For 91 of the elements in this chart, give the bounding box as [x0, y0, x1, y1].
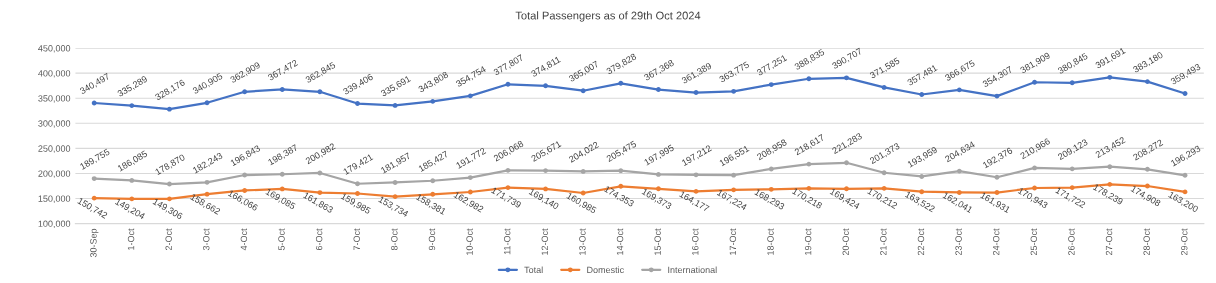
point: [655, 87, 661, 92]
x-tick-label: 8-Oct: [391, 228, 398, 251]
y-tick-label: 350,000: [38, 95, 71, 103]
x-tick-label: 28-Oct: [1143, 228, 1150, 256]
point: [580, 168, 586, 174]
x-tick-label: 12-Oct: [541, 228, 548, 255]
point: [167, 106, 172, 112]
x-tick-label: 10-Oct: [466, 228, 473, 255]
x-tick-label: 24-Oct: [992, 228, 1000, 256]
point: [580, 88, 586, 94]
x-tick-label: 20-Oct: [842, 228, 849, 256]
y-tick-label: 100,000: [38, 220, 71, 228]
point: [1107, 164, 1113, 170]
legend-label: Total: [524, 266, 543, 274]
point: [881, 170, 887, 176]
y-tick-label: 400,000: [38, 70, 71, 78]
point: [731, 172, 737, 178]
x-tick-label: 4-Oct: [240, 228, 248, 251]
point: [467, 93, 473, 99]
point: [1144, 166, 1150, 172]
point: [1069, 80, 1075, 86]
x-tick-label: 25-Oct: [1030, 228, 1037, 256]
y-tick-label: 150,000: [38, 195, 71, 203]
x-tick-label: 15-Oct: [654, 228, 661, 255]
point: [768, 166, 774, 172]
y-tick-label: 300,000: [38, 120, 71, 128]
x-tick-label: 5-Oct: [278, 228, 285, 251]
x-tick-label: 26-Oct: [1068, 228, 1075, 256]
point: [204, 100, 210, 106]
x-tick-label: 2-Oct: [165, 228, 172, 251]
point: [1182, 172, 1188, 178]
x-tick-label: 16-Oct: [692, 228, 699, 255]
point: [317, 89, 323, 95]
point: [467, 175, 473, 180]
point: [919, 174, 925, 179]
point: [618, 80, 624, 86]
y-tick-label: 250,000: [38, 145, 71, 153]
point: [242, 89, 248, 95]
point: [731, 88, 737, 94]
x-tick-label: 18-Oct: [767, 228, 774, 255]
point: [430, 178, 436, 184]
x-tick-label: 7-Oct: [353, 228, 360, 251]
point: [505, 81, 511, 87]
point: [1144, 79, 1150, 85]
point: [392, 102, 398, 108]
x-tick-label: 21-Oct: [880, 228, 887, 256]
y-tick-label: 200,000: [38, 170, 71, 178]
x-tick-label: 3-Oct: [203, 228, 210, 251]
x-tick-label: 13-Oct: [579, 228, 586, 255]
x-tick-label: 1-Oct: [127, 228, 135, 250]
point: [279, 87, 285, 92]
point: [543, 168, 549, 174]
legend-label: International: [668, 266, 717, 274]
point: [994, 174, 1000, 180]
x-tick-label: 11-Oct: [503, 228, 511, 255]
point: [1069, 166, 1075, 172]
point: [693, 172, 699, 178]
point: [355, 181, 360, 187]
point: [129, 103, 135, 109]
point: [355, 101, 360, 106]
point: [279, 171, 285, 177]
point: [881, 84, 887, 90]
point: [543, 83, 549, 89]
legend-label: Domestic: [587, 266, 624, 274]
point: [91, 176, 97, 182]
point: [129, 177, 135, 183]
x-tick-label: 9-Oct: [428, 228, 436, 251]
point: [618, 168, 624, 174]
x-tick-label: 17-Oct: [729, 228, 737, 255]
point: [204, 179, 210, 185]
point: [919, 92, 925, 97]
x-tick-label: 30-Sep: [90, 228, 99, 258]
x-tick-label: 23-Oct: [955, 228, 962, 256]
point: [956, 87, 962, 93]
x-tick-label: 14-Oct: [616, 228, 624, 255]
point: [844, 160, 849, 166]
point: [806, 76, 812, 82]
x-tick-label: 22-Oct: [917, 228, 925, 256]
chart-title: Total Passengers as of 29th Oct 2024: [515, 11, 701, 22]
point: [1032, 79, 1037, 85]
x-tick-label: 19-Oct: [804, 228, 812, 255]
point: [1107, 74, 1113, 80]
x-tick-label: 27-Oct: [1105, 228, 1113, 256]
point: [430, 98, 436, 104]
point: [768, 82, 774, 88]
point: [91, 100, 97, 106]
point: [242, 172, 248, 178]
point: [655, 172, 661, 177]
x-tick-label: 6-Oct: [315, 228, 323, 251]
y-tick-label: 450,000: [38, 45, 71, 53]
x-tick-label: 29-Oct: [1181, 228, 1188, 256]
